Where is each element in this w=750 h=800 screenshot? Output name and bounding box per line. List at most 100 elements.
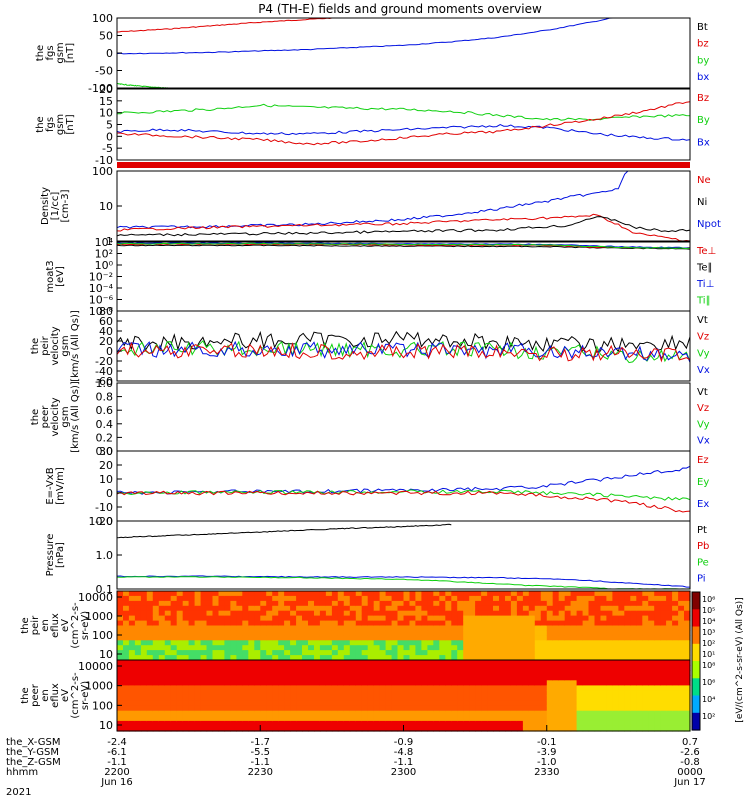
spectrogram-cell [260,650,267,656]
spectrogram-cell [576,720,584,727]
spectrogram-cell [373,625,381,631]
x-row-value: -1.1 [107,757,127,768]
spectrogram-cell [451,645,458,651]
spectrogram-cell [487,670,494,676]
legend-entry: Vx [697,436,710,447]
spectrogram-cell [284,645,291,651]
spectrogram-cell [194,725,202,732]
spectrogram-cell [666,591,673,597]
spectrogram-cell [684,670,691,676]
spectrogram-cell [516,620,524,627]
spectrogram-cell [230,660,237,666]
spectrogram-cell [576,625,584,631]
spectrogram-cell [176,630,184,636]
spectrogram-cell [576,655,584,661]
spectrogram-cell [236,635,243,641]
spectrogram-cell [678,690,685,697]
spectrogram-cell [684,720,691,727]
spectrogram-cell [146,625,154,631]
spectrogram-cell [152,640,160,646]
spectrogram-cell [391,645,399,651]
spectrogram-cell [296,710,303,717]
spectrogram-cell [128,700,136,707]
spectrogram-cell [260,655,267,661]
spectrogram-cell [194,620,202,627]
spectrogram-cell [552,690,560,697]
spectrogram-cell [666,600,673,607]
spectrogram-cell [200,620,208,627]
spectrogram-cell [558,675,566,681]
spectrogram-cell [248,680,255,686]
spectrogram-cell [123,591,130,597]
spectrogram-cell [308,660,315,666]
spectrogram-cell [200,650,208,656]
spectrogram-cell [433,610,440,617]
spectrogram-cell [445,725,452,732]
spectrogram-cell [582,625,590,631]
spectrogram-cell [361,705,369,712]
spectrogram-cell [140,620,148,627]
spectrogram-cell [218,600,226,607]
spectrogram-cell [319,710,327,717]
spectrogram-cell [379,715,387,722]
spectrogram-cell [367,600,375,607]
spectrogram-cell [445,635,452,641]
spectrogram-cell [487,645,494,651]
spectrogram-cell [433,635,440,641]
spectrogram-cell [319,620,327,627]
spectrogram-cell [385,670,393,676]
spectrogram-cell [427,660,434,666]
series-line-fgs_gsm-by [116,83,213,89]
spectrogram-cell [684,635,691,641]
spectrogram-cell [403,635,411,641]
spectrogram-cell [588,591,596,597]
spectrogram-cell [182,640,190,646]
spectrogram-cell [218,591,226,597]
spectrogram-cell [242,595,249,602]
spectrogram-cell [224,610,231,617]
spectrogram-cell [594,670,602,676]
spectrogram-cell [188,680,196,686]
spectrogram-cell [660,600,667,607]
spectrogram-cell [660,725,667,732]
y-tick-label: -60 [95,375,113,388]
y-tick-label: 0 [106,47,113,60]
spectrogram-cell [331,615,339,622]
spectrogram-cell [660,625,667,631]
spectrogram-cell [546,605,554,612]
spectrogram-cell [331,700,339,707]
spectrogram-cell [152,660,160,666]
spectrogram-cell [290,600,297,607]
spectrogram-cell [618,600,625,607]
spectrogram-cell [516,610,524,617]
spectrogram-cell [296,705,303,712]
spectrogram-cell [546,710,554,717]
spectrogram-cell [439,690,446,697]
spectrogram-cell [427,675,434,681]
spectrogram-cell [248,610,255,617]
spectrogram-cell [672,675,679,681]
spectrogram-cell [325,665,333,671]
spectrogram-cell [654,595,661,602]
spectrogram-cell [606,595,613,602]
spectrogram-cell [588,705,596,712]
spectrogram-cell [415,720,422,727]
spectrogram-cell [325,600,333,607]
spectrogram-cell [361,595,369,602]
spectrogram-cell [457,680,464,686]
spectrogram-cell [493,685,500,692]
spectrogram-cell [439,635,446,641]
spectrogram-cell [379,680,387,686]
spectrogram-cell [516,660,524,666]
spectrogram-cell [564,720,572,727]
spectrogram-cell [182,605,190,612]
spectrogram-cell [284,591,291,597]
y-axis-label: the [30,338,41,354]
spectrogram-cell [612,630,619,636]
spectrogram-cell [672,630,679,636]
spectrogram-cell [630,600,637,607]
spectrogram-cell [212,670,220,676]
spectrogram-cell [606,720,613,727]
spectrogram-cell [445,715,452,722]
